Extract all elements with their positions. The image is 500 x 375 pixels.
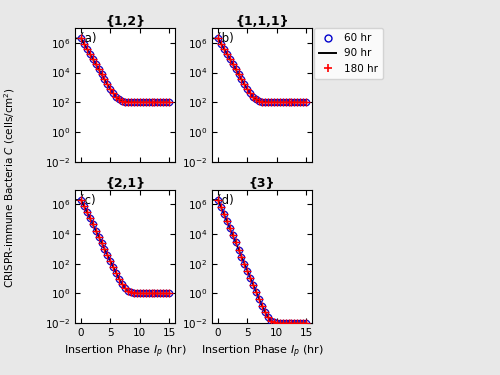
Text: (b): (b) <box>217 32 234 45</box>
Text: (c): (c) <box>80 194 96 207</box>
Title: {1,2}: {1,2} <box>105 15 145 28</box>
Legend: 60 hr, 90 hr, 180 hr: 60 hr, 90 hr, 180 hr <box>314 28 384 79</box>
X-axis label: Insertion Phase $I_p$ (hr): Insertion Phase $I_p$ (hr) <box>201 344 324 360</box>
X-axis label: Insertion Phase $I_p$ (hr): Insertion Phase $I_p$ (hr) <box>64 344 186 360</box>
Title: {1,1,1}: {1,1,1} <box>236 15 289 28</box>
Title: {2,1}: {2,1} <box>105 177 145 189</box>
Text: (d): (d) <box>217 194 234 207</box>
Text: CRISPR-immune Bacteria $C$ (cells/cm$^2$): CRISPR-immune Bacteria $C$ (cells/cm$^2$… <box>2 87 18 288</box>
Title: {3}: {3} <box>249 177 276 189</box>
Text: (a): (a) <box>80 32 96 45</box>
